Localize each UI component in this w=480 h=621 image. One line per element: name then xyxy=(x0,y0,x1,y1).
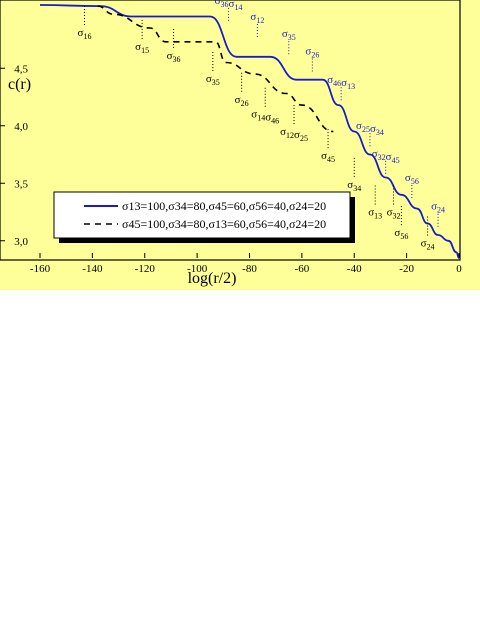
x-tick-label: -160 xyxy=(30,263,51,275)
chart-background xyxy=(0,0,480,290)
sigma-annotation: σ34 xyxy=(347,179,361,193)
x-tick-label: 0 xyxy=(456,263,462,275)
y-axis-title: c(r) xyxy=(8,76,31,93)
sigma-annotation: σ24 xyxy=(421,238,435,252)
x-tick-label: -140 xyxy=(82,263,103,275)
sigma-annotation: σ14σ46 xyxy=(251,109,279,126)
sigma-annotation: σ56 xyxy=(394,227,408,241)
sigma-annotation: σ25σ34 xyxy=(356,120,384,137)
sigma-annotation: σ45 xyxy=(321,150,335,164)
sigma-annotation: σ56 xyxy=(405,172,419,186)
sigma-annotation: σ46σ13 xyxy=(327,74,355,91)
sigma-annotation: σ12 xyxy=(250,11,264,25)
sigma-annotation: σ12σ25 xyxy=(280,126,308,143)
series-layer xyxy=(39,4,460,259)
legend-box xyxy=(53,191,351,239)
x-tick-label: -40 xyxy=(347,263,362,275)
y-tick-label: 4,0 xyxy=(14,121,28,133)
sigma-annotation: σ26 xyxy=(305,45,319,59)
x-tick-label: -120 xyxy=(135,263,156,275)
sigma-annotation: σ36 xyxy=(167,50,181,64)
x-tick-label: -100 xyxy=(187,263,208,275)
plot-frame xyxy=(0,0,461,261)
annotation-layer: σ36σ14σ12σ35σ26σ46σ13σ25σ34σ32σ45σ56σ24σ… xyxy=(78,0,445,252)
sigma-annotation: σ32σ45 xyxy=(372,148,400,165)
x-tick-label: -60 xyxy=(295,263,310,275)
sigma-annotation: σ15 xyxy=(135,41,149,55)
sigma-annotation: σ16 xyxy=(78,27,92,41)
x-tick-label: -20 xyxy=(399,263,414,275)
x-tick-label: -80 xyxy=(242,263,257,275)
series-line-dashed xyxy=(97,5,334,133)
sigma-annotation: σ24 xyxy=(431,201,445,215)
legend-entry-2: σ45=100,σ34=80,σ13=60,σ56=40,σ24=20 xyxy=(122,217,326,231)
y-tick-label: 3,5 xyxy=(14,178,28,190)
x-axis-title: log(r/2) xyxy=(188,270,237,287)
sigma-annotation: σ32 xyxy=(387,206,401,220)
sigma-annotation: σ35 xyxy=(206,73,220,87)
sigma-annotation: σ13 xyxy=(368,206,382,220)
y-tick-label: 3,0 xyxy=(14,236,28,248)
sigma-annotation: σ35 xyxy=(282,28,296,42)
sigma-annotation: σ36σ14 xyxy=(215,0,243,12)
sigma-annotation: σ26 xyxy=(235,94,249,108)
legend-entry-1: σ13=100,σ34=80,σ45=60,σ56=40,σ24=20 xyxy=(122,199,326,213)
axis-ticks: -160 -140 -120 -100 -80 -60 -40 -20 0 3,0 3,5 4,0 4,… xyxy=(0,63,462,275)
series-line-solid xyxy=(39,4,460,259)
y-tick-label: 4,5 xyxy=(14,63,28,75)
